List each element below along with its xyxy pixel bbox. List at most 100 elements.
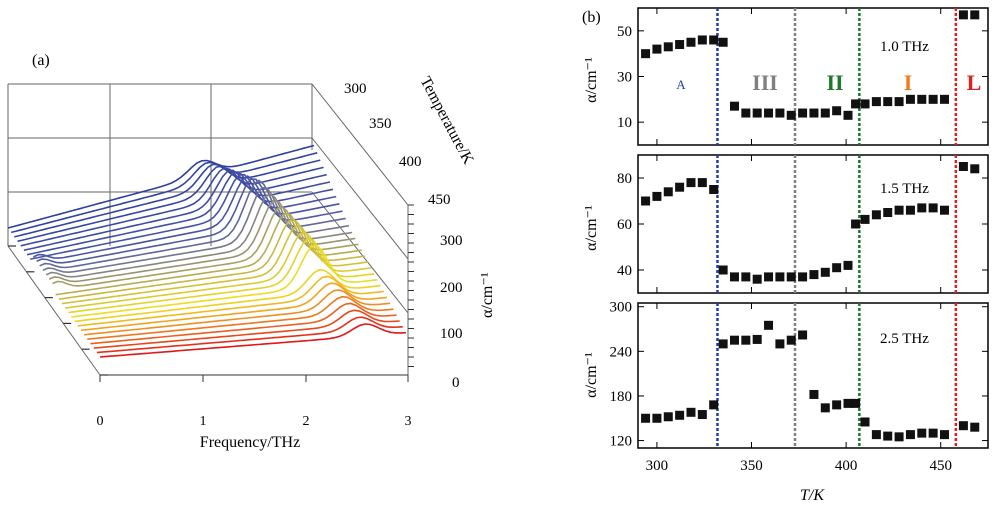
y-tick-label: 60: [617, 217, 632, 233]
data-point: [709, 35, 719, 45]
data-point: [860, 99, 870, 109]
data-point: [883, 97, 893, 107]
data-point: [970, 10, 980, 20]
data-point: [752, 334, 762, 344]
data-point: [860, 417, 870, 427]
phase-label-a: A: [676, 77, 686, 92]
y-tick-label: 40: [617, 263, 632, 279]
spectra-curves: [7, 144, 407, 358]
spectrum-curve: [68, 237, 375, 314]
data-point: [917, 428, 927, 438]
data-point: [775, 108, 785, 118]
y-tick-label: 30: [617, 70, 632, 86]
spectrum-curve: [30, 173, 337, 260]
data-point: [786, 110, 796, 120]
panel-b-scatter: (b) 10 30 50 40 60 80 120 180 240 300 300 350 400 45…: [582, 7, 989, 504]
data-point: [718, 339, 728, 349]
alpha-tick-300: 300: [440, 233, 463, 249]
freq-label-2: 1.5 THz: [880, 181, 929, 197]
spectrum-curve: [39, 179, 346, 269]
data-point: [641, 413, 651, 423]
y-tick-label: 10: [617, 115, 632, 131]
data-point: [752, 274, 762, 284]
data-point: [820, 403, 830, 413]
data-point: [729, 272, 739, 282]
data-point: [851, 398, 861, 408]
x-tick-label: 400: [835, 458, 858, 474]
data-point: [697, 35, 707, 45]
data-point: [786, 272, 796, 282]
data-point: [729, 101, 739, 111]
data-point: [652, 413, 662, 423]
freq-tick-3: 3: [405, 414, 412, 429]
subplot-1-frame: [637, 7, 989, 146]
spectrum-curve: [84, 289, 391, 336]
data-point: [928, 203, 938, 213]
data-point: [860, 214, 870, 224]
subplot-3-frame: [637, 302, 989, 449]
data-point: [741, 108, 751, 118]
data-point: [798, 108, 808, 118]
y-tick-label: 300: [610, 300, 633, 316]
data-markers: [641, 10, 980, 442]
data-point: [928, 428, 938, 438]
data-point: [718, 37, 728, 47]
data-point: [697, 178, 707, 188]
frequency-axis-label: Frequency/THz: [200, 434, 300, 451]
phase-label-l: L: [967, 70, 982, 95]
data-point: [905, 205, 915, 215]
y-tick-label: 180: [610, 389, 633, 405]
data-point: [675, 410, 685, 420]
spectrum-curve: [96, 316, 403, 354]
alpha-axis-ticks: [8, 204, 414, 376]
spectrum-curve: [77, 275, 384, 327]
data-point: [663, 42, 673, 52]
y-tick-label: 240: [610, 344, 633, 360]
data-point: [883, 208, 893, 217]
temp-tick-350: 350: [369, 116, 392, 132]
data-point: [939, 205, 949, 215]
spectrum-curve: [93, 309, 400, 349]
y-tick-label: 120: [610, 434, 633, 450]
y-axis-ticks: 10 30 50 40 60 80 120 180 240 300: [610, 24, 988, 450]
data-point: [820, 108, 830, 118]
phase-label-ii: II: [826, 70, 843, 95]
data-point: [832, 400, 842, 410]
data-point: [764, 320, 774, 330]
y-label-2: α/cm⁻¹: [583, 205, 600, 251]
data-point: [894, 432, 904, 442]
data-point: [928, 94, 938, 104]
data-point: [832, 263, 842, 273]
data-point: [843, 110, 853, 120]
data-point: [939, 430, 949, 440]
spectrum-curve: [90, 302, 397, 345]
data-point: [686, 178, 696, 188]
spectrum-curve: [64, 231, 372, 309]
data-point: [764, 108, 774, 118]
y-label-1: α/cm⁻¹: [583, 57, 600, 103]
data-point: [764, 272, 774, 282]
phase-label-iii: III: [752, 70, 778, 95]
data-point: [641, 196, 651, 206]
data-point: [663, 412, 673, 422]
temperature-axis-label: Temperature/K: [416, 74, 477, 168]
data-point: [786, 335, 796, 345]
panel-b-label: (b): [582, 9, 601, 26]
panel-a-label: (a): [32, 52, 50, 69]
data-point: [939, 94, 949, 104]
spectrum-curve: [74, 268, 381, 323]
data-point: [718, 265, 728, 275]
spectrum-curve: [11, 152, 318, 234]
data-point: [809, 108, 819, 118]
data-point: [871, 97, 881, 107]
data-point: [883, 431, 893, 441]
data-point: [641, 49, 651, 59]
data-point: [843, 260, 853, 270]
temp-tick-300: 300: [344, 81, 367, 97]
data-point: [832, 106, 842, 116]
alpha-tick-0: 0: [452, 375, 460, 391]
data-point: [798, 330, 808, 340]
frequency-axis: [99, 375, 409, 382]
y-label-3: α/cm⁻¹: [583, 352, 600, 398]
